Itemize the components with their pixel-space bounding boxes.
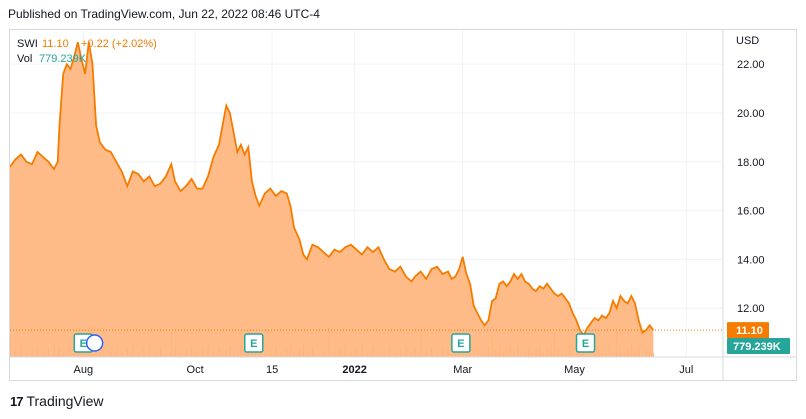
earnings-marker-label: E (582, 338, 589, 350)
x-tick-label: Aug (74, 364, 94, 376)
last-price-label: 11.10 (736, 325, 763, 337)
x-axis-ticks: Aug Oct 15 2022 Mar May Jul (74, 364, 694, 376)
legend-vol-label: Vol (17, 53, 32, 65)
x-tick-label: Oct (187, 364, 204, 376)
price-area (10, 42, 654, 357)
y-axis-ticks: 12.00 14.00 16.00 18.00 20.00 22.00 (737, 59, 765, 315)
footer-brand: TradingView (26, 393, 104, 409)
published-caption: Published on TradingView.com, Jun 22, 20… (8, 7, 320, 21)
y-tick-label: 16.00 (737, 206, 765, 218)
x-tick-label: Mar (453, 364, 472, 376)
earnings-marker-icon (244, 333, 264, 353)
legend: SWI 11.10 +0.22 (+2.02%) Vol 779.239K (17, 38, 157, 65)
y-tick-label: 14.00 (737, 254, 765, 266)
footer[interactable]: 17 TradingView (10, 393, 104, 409)
last-price-badge: 11.10 (727, 322, 769, 339)
legend-vol-value: 779.239K (39, 53, 87, 65)
earnings-marker-label: E (250, 338, 257, 350)
y-tick-label: 12.00 (737, 303, 765, 315)
legend-symbol: SWI (17, 38, 38, 50)
legend-price: 11.10 (42, 38, 69, 50)
last-volume-label: 779.239K (733, 341, 781, 353)
x-tick-label: May (564, 364, 585, 376)
currency-label: USD (736, 35, 759, 47)
x-tick-label: Jul (679, 364, 693, 376)
y-tick-label: 20.00 (737, 108, 765, 120)
legend-change: +0.22 (+2.02%) (81, 38, 157, 50)
volume-bar (652, 353, 655, 357)
chart-frame (9, 29, 797, 381)
last-volume-badge: 779.239K (727, 338, 790, 354)
earnings-marker-icon (575, 333, 596, 353)
price-line (10, 41, 655, 337)
earnings-marker-label: E (80, 338, 87, 350)
earnings-marker[interactable]: E (451, 333, 471, 353)
earnings-marker-label: E (457, 338, 464, 350)
tradingview-logo-icon: 17 (10, 393, 24, 409)
x-tick-label: 15 (266, 364, 278, 376)
earnings-marker[interactable]: E (244, 333, 264, 353)
earnings-marker[interactable]: E (575, 333, 596, 353)
x-tick-label: 2022 (342, 364, 366, 376)
y-tick-label: 22.00 (737, 59, 765, 71)
earnings-marker-icon (451, 333, 471, 353)
y-tick-label: 18.00 (737, 157, 765, 169)
dividend-marker-icon[interactable] (85, 334, 104, 352)
